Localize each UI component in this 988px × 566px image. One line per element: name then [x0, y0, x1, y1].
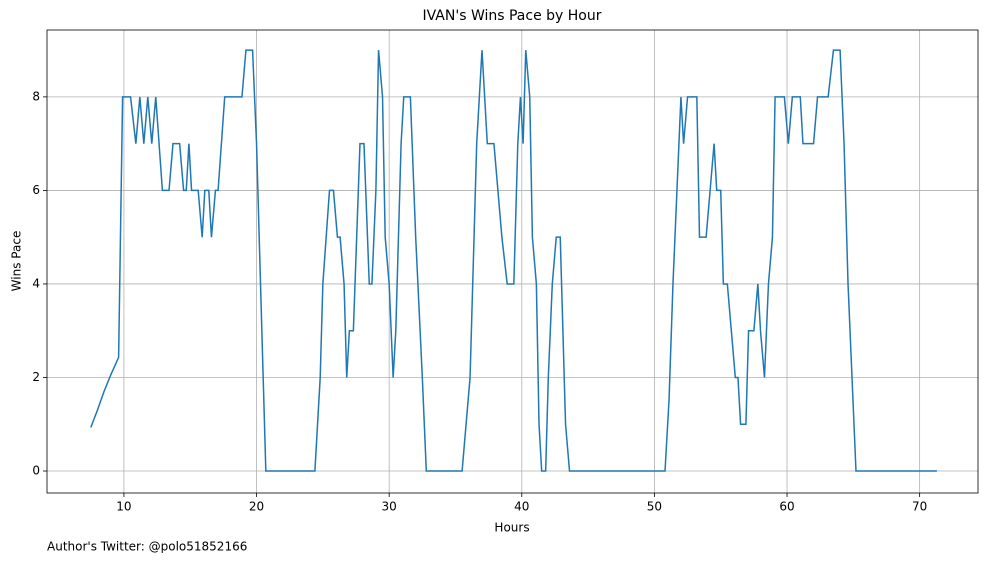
x-axis-label: Hours [494, 521, 529, 535]
y-axis-label: Wins Pace [10, 231, 24, 292]
y-tick-label: 0 [32, 464, 40, 478]
chart-title: IVAN's Wins Pace by Hour [423, 8, 602, 24]
x-tick-label: 60 [779, 500, 794, 514]
x-tick-label: 10 [116, 500, 131, 514]
data-line [90, 49, 937, 472]
x-tick-label: 20 [249, 500, 264, 514]
x-tick-label: 70 [912, 500, 927, 514]
x-tick-label: 50 [647, 500, 662, 514]
x-tick-label: 40 [514, 500, 529, 514]
footer: Author's Twitter: @polo51852166 [47, 540, 247, 554]
y-tick-label: 4 [32, 276, 40, 290]
y-tick-label: 8 [32, 89, 40, 103]
y-tick-label: 6 [32, 183, 40, 197]
y-tick-label: 2 [32, 370, 40, 384]
plot-frame [46, 29, 979, 494]
x-tick-label: 30 [382, 500, 397, 514]
